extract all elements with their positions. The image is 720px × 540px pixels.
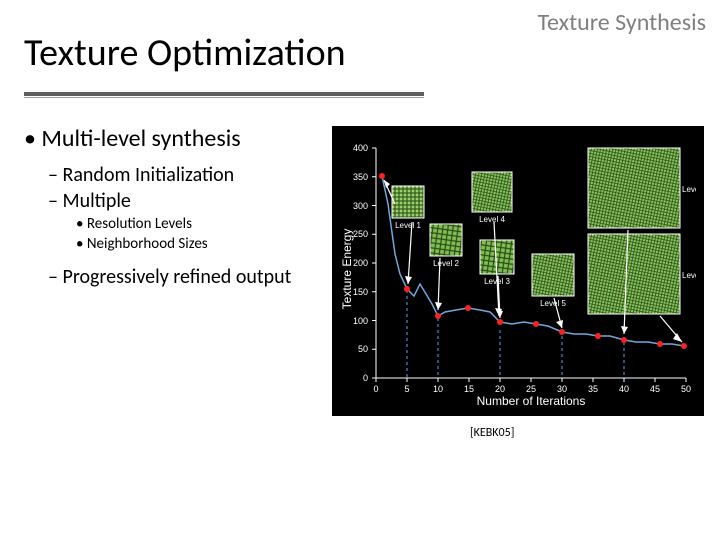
svg-text:50: 50 bbox=[358, 344, 368, 354]
section-tag: Texture Synthesis bbox=[537, 8, 706, 37]
svg-text:Level 4: Level 4 bbox=[479, 215, 505, 224]
y-label: Texture Energy bbox=[340, 229, 354, 310]
chart-figure: 0 50 100 150 200 250 300 350 400 0 5 10 … bbox=[332, 126, 704, 416]
y-ticks: 0 50 100 150 200 250 300 350 400 bbox=[353, 143, 376, 383]
bullet-l3: Neighborhood Sizes bbox=[76, 235, 324, 253]
svg-text:45: 45 bbox=[650, 384, 660, 394]
bullet-l3: Resolution Levels bbox=[76, 215, 324, 233]
svg-text:30: 30 bbox=[557, 384, 567, 394]
svg-text:10: 10 bbox=[433, 384, 443, 394]
svg-text:40: 40 bbox=[619, 384, 629, 394]
svg-text:250: 250 bbox=[353, 229, 368, 239]
slide: Texture Synthesis Texture Optimization M… bbox=[0, 0, 720, 540]
svg-text:20: 20 bbox=[495, 384, 505, 394]
svg-text:Level 6: Level 6 bbox=[682, 185, 696, 194]
svg-text:100: 100 bbox=[353, 316, 368, 326]
svg-text:300: 300 bbox=[353, 201, 368, 211]
svg-text:0: 0 bbox=[363, 373, 368, 383]
svg-text:Level 2: Level 2 bbox=[433, 259, 459, 268]
svg-text:Level 1: Level 1 bbox=[395, 221, 421, 230]
title-rule bbox=[24, 92, 424, 98]
svg-text:35: 35 bbox=[588, 384, 598, 394]
svg-text:5: 5 bbox=[404, 384, 409, 394]
svg-text:150: 150 bbox=[353, 287, 368, 297]
bullet-l2: Multiple bbox=[48, 189, 324, 213]
bullet-content: Multi-level synthesis Random Initializat… bbox=[24, 120, 324, 291]
svg-text:25: 25 bbox=[526, 384, 536, 394]
citation: [KEBK05] bbox=[470, 426, 514, 440]
svg-text:15: 15 bbox=[464, 384, 474, 394]
chart-svg: 0 50 100 150 200 250 300 350 400 0 5 10 … bbox=[340, 134, 696, 408]
bullet-l2: Random Initialization bbox=[48, 163, 324, 187]
svg-text:200: 200 bbox=[353, 258, 368, 268]
svg-text:400: 400 bbox=[353, 143, 368, 153]
svg-text:Level 5: Level 5 bbox=[540, 299, 566, 308]
big-thumbnails: Level 6 Level 7 bbox=[588, 148, 696, 314]
svg-text:Level 7: Level 7 bbox=[682, 271, 696, 280]
x-ticks: 0 5 10 15 20 25 30 35 40 45 50 bbox=[373, 378, 691, 394]
slide-title: Texture Optimization bbox=[24, 30, 346, 76]
svg-text:350: 350 bbox=[353, 172, 368, 182]
x-label: Number of Iterations bbox=[477, 394, 586, 408]
svg-text:50: 50 bbox=[681, 384, 691, 394]
level-thumbnails: Level 1 Level 2 Level 3 Level 4 Level 5 bbox=[392, 172, 574, 308]
svg-text:0: 0 bbox=[373, 384, 378, 394]
bullet-l2: Progressively refined output bbox=[48, 265, 324, 289]
bullet-l1: Multi-level synthesis bbox=[24, 124, 324, 153]
